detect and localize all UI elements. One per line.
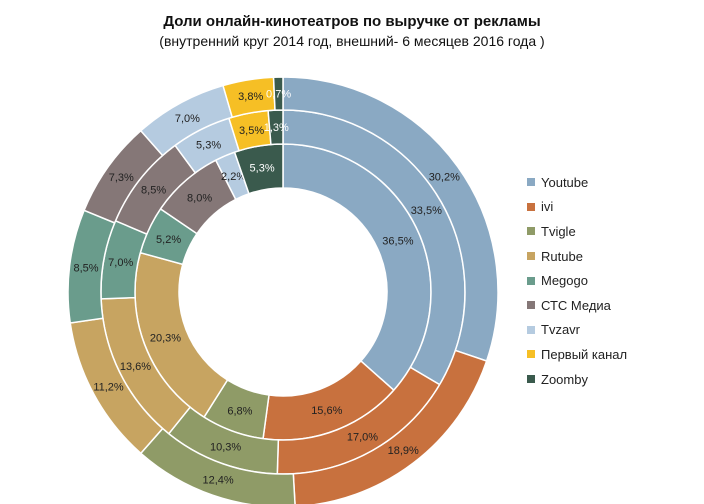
- inner-label-zoomby: 5,3%: [250, 163, 275, 175]
- inner-label-tvigle: 6,8%: [227, 405, 252, 417]
- outer-label-tvigle: 12,4%: [202, 475, 233, 487]
- legend-label: Rutube: [541, 248, 583, 264]
- title-block: Доли онлайн-кинотеатров по выручке от ре…: [0, 12, 704, 50]
- legend-label: Первый канал: [541, 346, 628, 362]
- legend-label: Tvigle: [541, 223, 576, 239]
- legend-item-youtube: Youtube: [527, 170, 627, 195]
- legend-swatch: [527, 276, 535, 285]
- outer-ring: 30,2% 18,9% 12,4% 11,2% 8,5% 7,3% 7,0% 3,8% 0,7%: [67, 76, 499, 504]
- middle-label-youtube: 33,5%: [411, 205, 442, 217]
- legend-swatch: [527, 252, 535, 261]
- legend-label: Tvzavr: [541, 322, 580, 338]
- middle-label-zoomby: 1,3%: [264, 122, 289, 134]
- middle-label-rutube: 13,6%: [120, 361, 151, 373]
- middle-label-ivi: 17,0%: [347, 432, 378, 444]
- legend-label: ivi: [541, 199, 554, 215]
- outer-label-ivi: 18,9%: [388, 445, 419, 457]
- legend-item-rutube: Rutube: [527, 244, 627, 269]
- legend-item-tvzavr: Tvzavr: [527, 318, 627, 343]
- legend-item-megogo: Megogo: [527, 268, 627, 293]
- legend-swatch: [527, 227, 535, 236]
- legend-label: Megogo: [541, 273, 588, 289]
- outer-slice-zoomby: [272, 76, 284, 111]
- inner-label-tvzavr: 2,2%: [221, 171, 246, 183]
- inner-label-sts-media: 8,0%: [187, 193, 212, 205]
- legend-label: СТС Медиа: [541, 297, 611, 313]
- legend-item-tvigle: Tvigle: [527, 219, 627, 244]
- legend-label: Youtube: [541, 174, 589, 190]
- inner-label-youtube: 36,5%: [382, 235, 413, 247]
- outer-label-megogo: 8,5%: [73, 263, 98, 275]
- outer-label-rutube: 11,2%: [93, 382, 124, 394]
- middle-label-pervyy-kanal: 3,5%: [239, 125, 264, 137]
- legend-item-pervyy-kanal: Первый канал: [527, 342, 627, 367]
- legend-item-sts-media: СТС Медиа: [527, 293, 627, 318]
- legend-swatch: [527, 375, 535, 384]
- middle-label-tvigle: 10,3%: [210, 442, 241, 454]
- legend-swatch: [527, 301, 535, 310]
- inner-label-ivi: 15,6%: [311, 405, 342, 417]
- chart-title: Доли онлайн-кинотеатров по выручке от ре…: [163, 13, 541, 30]
- middle-ring: 33,5% 17,0% 10,3% 13,6% 7,0% 8,5% 5,3% 3,5% 1,3%: [100, 109, 466, 475]
- legend-item-zoomby: Zoomby: [527, 367, 627, 392]
- middle-label-megogo: 7,0%: [108, 257, 133, 269]
- inner-ring: 36,5% 15,6% 6,8% 20,3% 5,2% 8,0% 2,2% 5,3%: [134, 143, 432, 441]
- legend-swatch: [527, 178, 535, 187]
- outer-label-zoomby: 0,7%: [266, 89, 291, 101]
- outer-label-tvzavr: 7,0%: [175, 113, 200, 125]
- legend-swatch: [527, 350, 535, 359]
- middle-label-sts-media: 8,5%: [141, 185, 166, 197]
- chart-legend: Youtube ivi Tvigle Rutube Megogo СТС Медиа Tvz…: [527, 170, 627, 391]
- outer-label-pervyy-kanal: 3,8%: [238, 91, 263, 103]
- middle-label-tvzavr: 5,3%: [196, 140, 221, 152]
- outer-label-youtube: 30,2%: [429, 171, 460, 183]
- legend-swatch: [527, 202, 535, 211]
- chart-subtitle: (внутренний круг 2014 год, внешний- 6 ме…: [159, 33, 545, 49]
- legend-item-ivi: ivi: [527, 195, 627, 220]
- legend-swatch: [527, 325, 535, 334]
- inner-label-rutube: 20,3%: [150, 333, 181, 345]
- legend-label: Zoomby: [541, 371, 588, 387]
- inner-label-megogo: 5,2%: [156, 234, 181, 246]
- outer-label-sts-media: 7,3%: [109, 172, 134, 184]
